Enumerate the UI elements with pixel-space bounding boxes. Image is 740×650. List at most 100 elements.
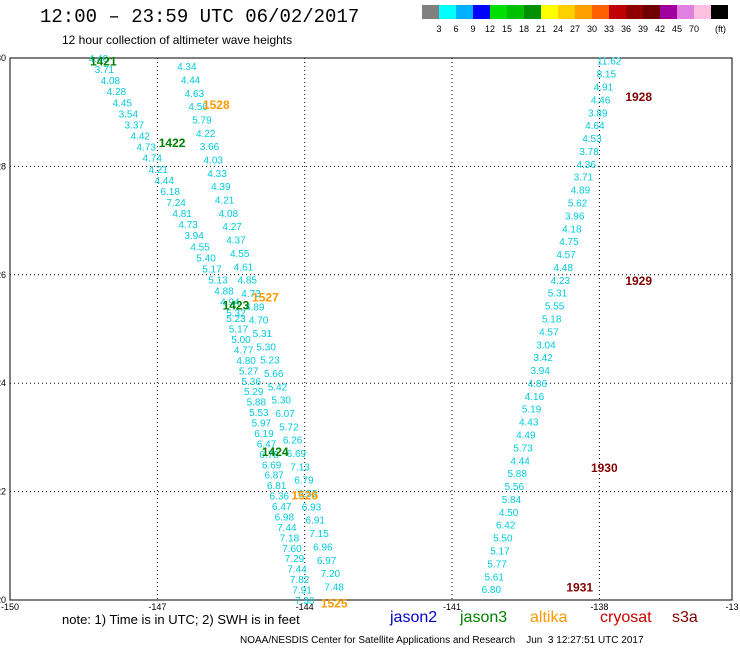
longitude-label: -150 [1, 602, 19, 612]
wave-height-value: 4.49 [516, 430, 536, 441]
wave-height-value: 3.71 [574, 173, 594, 184]
wave-height-value: 4.77 [234, 345, 254, 356]
wave-height-value: 7.29 [285, 554, 305, 565]
wave-height-value: 4.27 [222, 222, 242, 233]
wave-height-value: 5.23 [226, 314, 246, 325]
wave-height-value: 6.69 [287, 449, 307, 460]
wave-height-value: 6.98 [275, 512, 295, 523]
color-scale-label: 6 [453, 24, 459, 34]
wave-height-value: 5.17 [202, 264, 222, 275]
wave-height-value: 5.50 [493, 534, 513, 545]
wave-height-value: 4.48 [553, 263, 573, 274]
wave-height-value: 4.64 [585, 121, 605, 132]
wave-height-value: 4.37 [226, 236, 246, 247]
wave-height-value: 4.86 [528, 379, 548, 390]
wave-height-value: 3.04 [536, 340, 556, 351]
wave-height-value: 7.82 [290, 575, 310, 586]
wave-height-value: 5.27 [239, 366, 259, 377]
wave-height-value: 4.88 [214, 287, 234, 298]
wave-height-value: 5.31 [548, 289, 568, 300]
wave-height-value: 5.56 [505, 482, 525, 493]
wave-height-value: 4.50 [499, 508, 519, 519]
latitude-label: 30 [0, 53, 6, 63]
color-swatch [626, 5, 643, 19]
color-scale-label: 27 [569, 24, 580, 34]
color-scale-label: 18 [518, 24, 529, 34]
map-border [9, 57, 733, 601]
wave-height-value: 4.21 [148, 165, 168, 176]
wave-height-value: 5.29 [244, 387, 264, 398]
legend-cryosat: cryosat [600, 609, 652, 626]
color-swatch [507, 5, 524, 19]
color-scale-unit: (ft) [715, 24, 726, 34]
wave-height-value: 6.79 [294, 476, 314, 487]
wave-height-value: 6.91 [306, 516, 326, 527]
pass-time-label: 1928 [625, 90, 652, 104]
wave-height-value: 7.24 [166, 198, 186, 209]
wave-height-value: 6.07 [275, 409, 295, 420]
wave-height-value: 6.19 [254, 429, 274, 440]
color-swatch [541, 5, 558, 19]
wave-height-value: 3.54 [119, 109, 139, 120]
wave-height-value: 5.62 [568, 198, 588, 209]
wave-height-value: 4.55 [190, 242, 210, 253]
wave-height-value: 5.73 [513, 443, 533, 454]
footer-note: note: 1) Time is in UTC; 2) SWH is in fe… [62, 612, 300, 627]
wave-height-value: 3.94 [530, 366, 550, 377]
wave-height-value: 6.36 [269, 492, 289, 503]
wave-height-value: 7.48 [324, 582, 344, 593]
wave-height-value: 6.47 [257, 439, 277, 450]
wave-height-value: 5.13 [208, 276, 228, 287]
color-scale-label: 21 [535, 24, 546, 34]
wave-height-value: 4.55 [230, 249, 250, 260]
color-swatch [643, 5, 660, 19]
wave-height-value: 5.32 [226, 309, 246, 320]
color-scale-label: 30 [586, 24, 597, 34]
wave-height-value: 5.55 [545, 302, 565, 313]
color-scale-label: 3 [436, 24, 442, 34]
wave-height-value: 4.39 [211, 182, 231, 193]
color-scale-label: 45 [671, 24, 682, 34]
wave-height-value: 4.36 [576, 160, 596, 171]
wave-height-value: 4.18 [562, 224, 582, 235]
pass-time-label: 1931 [566, 580, 593, 594]
color-swatch [456, 5, 473, 19]
wave-height-value: 3.37 [125, 120, 145, 131]
color-swatch [439, 5, 456, 19]
wave-height-value: 4.61 [234, 262, 254, 273]
wave-height-value: 7.44 [287, 565, 307, 576]
color-scale-label: 33 [603, 24, 614, 34]
map-title: 12:00 – 23:59 UTC 06/02/2017 [40, 6, 360, 28]
wave-height-value: 4.70 [249, 316, 269, 327]
wave-height-value: 7.15 [309, 529, 329, 540]
credit-line: NOAA/NESDIS Center for Satellite Applica… [240, 635, 644, 646]
wave-height-value: 8.15 [597, 70, 617, 81]
longitude-label: -144 [296, 602, 314, 612]
wave-height-value: 6.93 [302, 502, 322, 513]
pass-time-label: 1423 [223, 299, 250, 313]
wave-height-value: 5.36 [241, 377, 261, 388]
wave-height-value: 6.26 [283, 436, 303, 447]
pass-labels: 1421 1422 1423 1424 1528 1527 1526 1525 1928 1929… [90, 55, 652, 611]
longitude-label: -147 [148, 602, 166, 612]
wave-height-value: 5.17 [490, 546, 510, 557]
wave-height-value: 5.19 [522, 405, 542, 416]
wave-height-value: 4.73 [178, 220, 198, 231]
wave-height-value: 4.63 [185, 89, 205, 100]
wave-height-value: 5.17 [229, 325, 249, 336]
pass-time-label: 1527 [252, 290, 279, 304]
latitude-label: 24 [0, 378, 6, 388]
wave-height-value: 5.72 [279, 422, 299, 433]
wave-height-value: 6.81 [267, 481, 287, 492]
wave-height-value: 6.55 [298, 489, 318, 500]
wave-height-value: 3.42 [533, 353, 553, 364]
track-values: 4.403.714.084.284.453.543.374.424.734.74… [89, 54, 622, 607]
wave-height-value: 4.53 [582, 134, 602, 145]
wave-height-value: 4.44 [510, 456, 530, 467]
latitude-label: 20 [0, 595, 6, 605]
wave-height-value: 4.73 [241, 289, 261, 300]
wave-height-value: 5.66 [264, 369, 284, 380]
map-axes: 302826242220-150-147-144-141-138-13 [0, 53, 739, 612]
wave-height-value: 4.40 [89, 54, 109, 65]
wave-height-value: 4.57 [539, 327, 559, 338]
